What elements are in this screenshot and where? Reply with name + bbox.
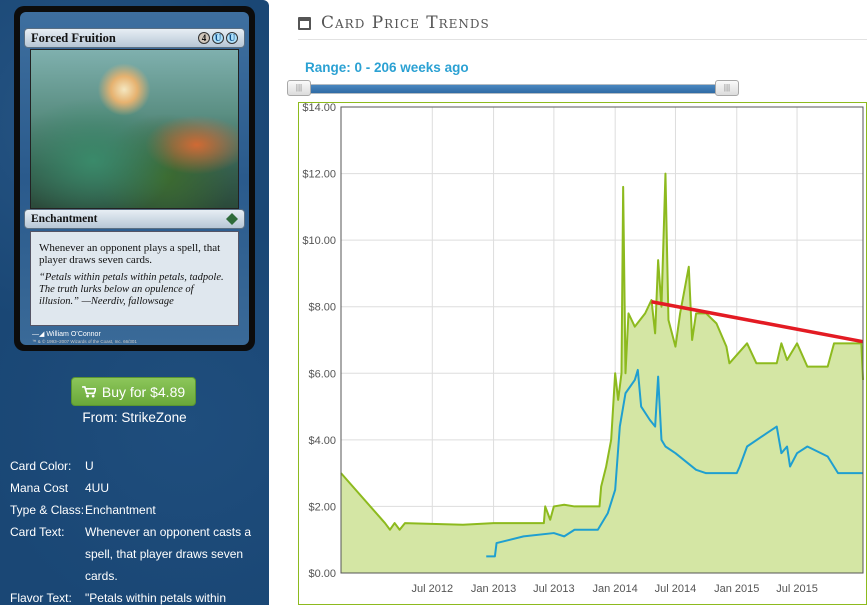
detail-label: Card Text: [10,525,65,539]
range-slider[interactable]: ||| ||| [287,79,741,97]
range-slider-start-handle[interactable]: ||| [287,80,311,96]
x-tick-label: Jul 2015 [776,583,818,595]
chart-section-title: Card Price Trends [321,13,490,33]
detail-label: Card Color: [10,459,72,473]
range-slider-fill [300,85,734,93]
card-copyright: ™ & © 1993–2007 Wizards of the Coast, In… [32,339,137,344]
mana-symbol-blue: U [226,32,238,44]
detail-value: Enchantment [85,503,156,517]
heading-divider [298,39,867,40]
x-tick-label: Jan 2013 [471,583,516,595]
x-tick-label: Jul 2013 [533,583,575,595]
detail-row: Flavor Text: "Petals within petals within [10,587,266,605]
detail-value: 4UU [85,481,110,495]
y-tick-label: $8.00 [308,302,336,314]
series-0-line [340,172,864,531]
detail-row: Type & Class: Enchantment [10,499,266,521]
card-flavor-text: “Petals within petals within petals, tad… [39,272,224,307]
buy-button-label: Buy for $4.89 [101,383,186,400]
range-slider-track[interactable] [299,84,734,94]
y-tick-label: $14.00 [302,102,336,114]
range-slider-end-handle[interactable]: ||| [715,80,739,96]
detail-value: Whenever an opponent casts a spell, that… [85,525,252,583]
card-text-box: Whenever an opponent plays a spell, that… [30,231,239,326]
card-artist: —◢ William O’Connor [32,330,101,338]
plot-border [340,106,864,574]
y-tick-label: $4.00 [308,435,336,447]
card-artist-name: William O’Connor [46,331,101,338]
price-chart-svg: $0.00 $2.00 $4.00 $6.00 $8.00 $10.00 $12.00 $14… [298,102,867,605]
detail-row: Mana Cost 4UU [10,477,266,499]
shopping-cart-icon [81,385,96,398]
y-tick-label: $0.00 [308,568,336,580]
card-type-bar: Enchantment [24,209,245,229]
mana-symbol-blue: U [212,32,224,44]
x-tick-label: Jan 2015 [714,583,759,595]
paintbrush-icon: —◢ [32,331,47,338]
range-label: Range: 0 - 206 weeks ago [305,60,469,75]
mana-symbol-generic: 4 [198,32,210,44]
detail-value: U [85,459,94,473]
card-rules-text: Whenever an opponent plays a spell, that… [39,242,221,266]
series-2-line [651,300,864,344]
calendar-icon [298,16,311,30]
detail-label: Type & Class: [10,503,85,517]
detail-value: "Petals within petals within [85,591,226,605]
set-symbol-icon [226,213,238,225]
card-details-list: Card Color: U Mana Cost 4UU Type & Class: Enc… [10,455,266,605]
detail-row: Card Text: Whenever an opponent casts a s… [10,521,266,587]
y-tick-label: $10.00 [302,235,336,247]
y-tick-label: $6.00 [308,368,336,380]
detail-label: Flavor Text: [10,591,72,605]
detail-row: Card Color: U [10,455,266,477]
buy-button[interactable]: Buy for $4.89 [71,377,196,406]
x-tick-label: Jan 2014 [593,583,638,595]
card-name: Forced Fruition [31,30,116,45]
price-trend-chart: $0.00 $2.00 $4.00 $6.00 $8.00 $10.00 $12.00 $14… [298,102,867,605]
x-tick-label: Jul 2012 [411,583,453,595]
seller-source: From: StrikeZone [82,410,187,425]
card-type-line: Enchantment [31,213,98,225]
detail-label: Mana Cost [10,481,69,495]
card-artwork [30,49,239,209]
y-tick-label: $2.00 [308,501,336,513]
x-tick-label: Jul 2014 [655,583,697,595]
series-1-line [486,368,863,558]
page-title: Card Price Trends [298,10,490,36]
y-tick-label: $12.00 [302,169,336,181]
